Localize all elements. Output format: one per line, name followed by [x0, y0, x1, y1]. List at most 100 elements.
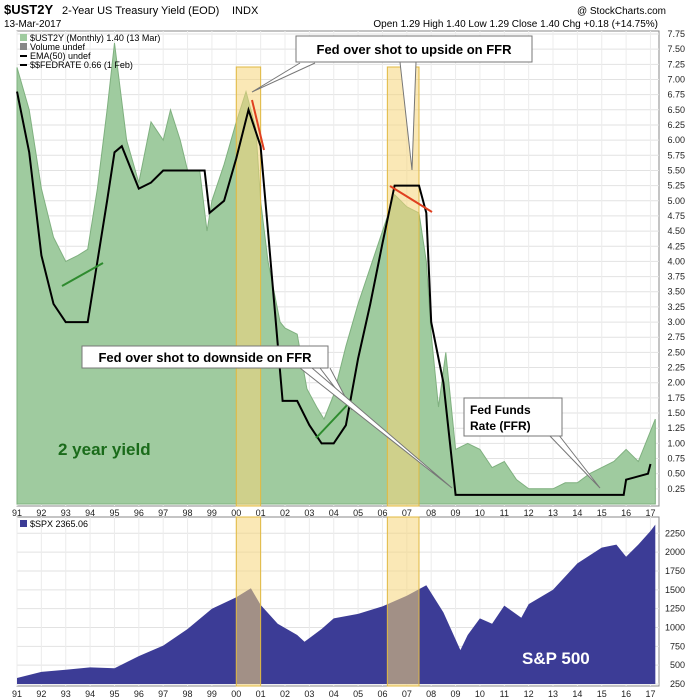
top-x-tick-label: 17: [645, 508, 655, 518]
callout-pointer-ffr: [547, 433, 601, 489]
bottom-x-tick-label: 13: [548, 689, 558, 699]
trend-green-93: [61, 262, 104, 287]
brand-label: @ StockCharts.com: [577, 6, 666, 17]
bottom-x-tick-label: 00: [231, 689, 241, 699]
bottom-x-tick-label: 93: [61, 689, 71, 699]
top-y-tick-label: 6.75: [667, 90, 685, 100]
callout-ffr-line1: Fed Funds: [470, 403, 531, 417]
bottom-x-tick-label: 03: [304, 689, 314, 699]
spx-big-label: S&P 500: [522, 649, 590, 668]
bottom-x-tick-label: 14: [572, 689, 582, 699]
callout-pointer-downside-09: [299, 367, 453, 489]
top-x-tick-label: 00: [231, 508, 241, 518]
top-y-tick-label: 4.50: [667, 226, 685, 236]
bottom-y-tick-label: 1750: [665, 566, 685, 576]
top-x-tick-label: 16: [621, 508, 631, 518]
top-y-tick-label: 2.75: [667, 332, 685, 342]
top-x-tick-label: 98: [183, 508, 193, 518]
top-y-tick-label: 3.25: [667, 302, 685, 312]
highlight-band-bottom: [235, 516, 262, 687]
top-x-tick-label: 15: [597, 508, 607, 518]
callout-ffr-line2: Rate (FFR): [470, 419, 531, 433]
top-x-tick-label: 93: [61, 508, 71, 518]
bottom-x-tick-label: 01: [256, 689, 266, 699]
date-label: 13-Mar-2017: [4, 19, 62, 30]
callout-downside-text: Fed over shot to downside on FFR: [98, 350, 312, 365]
bottom-x-tick-label: 07: [402, 689, 412, 699]
bottom-y-axis: 250 500 750 1000 1250 1500 1750 2000 2250: [665, 528, 685, 689]
bottom-x-tick-label: 02: [280, 689, 290, 699]
top-y-tick-label: 0.75: [667, 454, 685, 464]
highlight-band-bottom: [386, 516, 420, 687]
bottom-x-axis: 91 92 93 94 95 96 97 98 99 00 01 02 03 04 05 06 07 08 09 10…: [12, 689, 655, 699]
top-x-tick-label: 94: [85, 508, 95, 518]
bottom-y-tick-label: 1000: [665, 622, 685, 632]
callout-downside-box: [81, 345, 329, 369]
legend-swatch-yield: [20, 34, 27, 41]
bottom-x-tick-label: 15: [597, 689, 607, 699]
legend-spx: $SPX 2365.06: [30, 519, 88, 529]
top-y-tick-label: 3.50: [667, 287, 685, 297]
top-x-tick-label: 12: [524, 508, 534, 518]
bottom-x-tick-label: 04: [329, 689, 339, 699]
top-x-tick-label: 10: [475, 508, 485, 518]
top-y-tick-label: 5.75: [667, 150, 685, 160]
bottom-x-tick-label: 92: [36, 689, 46, 699]
top-x-tick-label: 97: [158, 508, 168, 518]
top-y-tick-label: 6.25: [667, 120, 685, 130]
bottom-x-tick-label: 12: [524, 689, 534, 699]
top-x-tick-label: 04: [329, 508, 339, 518]
callout-upside-text: Fed over shot to upside on FFR: [317, 42, 513, 57]
top-y-tick-label: 7.50: [667, 44, 685, 54]
legend-swatch-spx: [20, 520, 27, 527]
top-x-tick-label: 02: [280, 508, 290, 518]
bottom-y-tick-label: 2250: [665, 528, 685, 538]
trend-red-00: [251, 99, 265, 151]
trend-green-03: [315, 401, 351, 439]
bottom-x-tick-label: 16: [621, 689, 631, 699]
bottom-x-tick-label: 99: [207, 689, 217, 699]
top-y-tick-label: 7.25: [667, 59, 685, 69]
callout-pointer-upside-right: [399, 61, 417, 171]
legend-volume: Volume undef: [30, 42, 86, 52]
top-y-tick-label: 2.00: [667, 378, 685, 388]
top-y-axis: 0.25 0.50 0.75 1.00 1.25 1.50 1.75 2.00 2.25 2.50…: [667, 29, 685, 494]
bottom-y-tick-label: 1250: [665, 604, 685, 614]
bottom-x-tick-label: 95: [109, 689, 119, 699]
bottom-y-tick-label: 2000: [665, 547, 685, 557]
yield-big-label: 2 year yield: [58, 440, 151, 459]
top-y-tick-label: 7.00: [667, 74, 685, 84]
top-x-tick-label: 08: [426, 508, 436, 518]
bottom-x-tick-label: 08: [426, 689, 436, 699]
top-y-tick-label: 1.75: [667, 393, 685, 403]
legend-ema: EMA(50) undef: [30, 51, 91, 61]
bottom-x-tick-label: 96: [134, 689, 144, 699]
spx-area: [17, 524, 656, 684]
top-y-tick-label: 1.50: [667, 408, 685, 418]
top-x-axis: 91 92 93 94 95 96 97 98 99 00 01 02 03 04 05 06 07 08 09 10…: [12, 508, 655, 518]
top-x-tick-label: 03: [304, 508, 314, 518]
top-x-tick-label: 07: [402, 508, 412, 518]
top-y-tick-label: 3.75: [667, 272, 685, 282]
symbol-description: 2-Year US Treasury Yield (EOD): [62, 5, 219, 17]
bottom-x-tick-label: 94: [85, 689, 95, 699]
yield-area: [16, 43, 656, 505]
bottom-x-tick-label: 98: [183, 689, 193, 699]
top-x-tick-label: 13: [548, 508, 558, 518]
top-x-tick-label: 14: [572, 508, 582, 518]
callout-pointer-upside-left: [251, 62, 316, 93]
bottom-x-tick-label: 05: [353, 689, 363, 699]
top-y-tick-label: 4.25: [667, 241, 685, 251]
legend-swatch-volume: [20, 43, 27, 50]
top-y-tick-label: 2.50: [667, 347, 685, 357]
bottom-x-tick-label: 10: [475, 689, 485, 699]
bottom-x-tick-label: 11: [500, 689, 509, 699]
top-y-tick-label: 5.50: [667, 165, 685, 175]
trend-red-07: [389, 185, 433, 213]
bottom-y-tick-label: 500: [670, 660, 685, 670]
top-x-tick-label: 96: [134, 508, 144, 518]
symbol-title: $UST2Y: [4, 2, 53, 17]
top-x-tick-label: 91: [12, 508, 22, 518]
bottom-x-tick-label: 17: [645, 689, 655, 699]
